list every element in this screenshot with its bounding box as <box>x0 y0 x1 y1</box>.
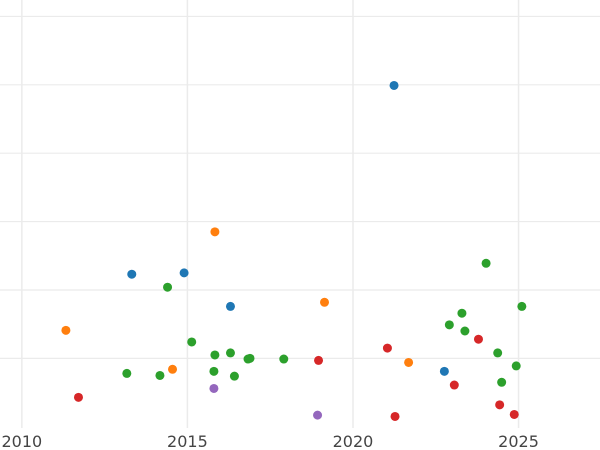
data-point <box>127 269 137 279</box>
data-point <box>457 308 467 318</box>
data-point <box>209 366 219 376</box>
data-point <box>73 392 83 402</box>
data-point <box>517 301 527 311</box>
x-tick-label: 2020 <box>333 432 374 450</box>
data-point <box>210 227 220 237</box>
data-point <box>61 325 71 335</box>
data-point <box>449 380 459 390</box>
data-point <box>382 343 392 353</box>
data-point <box>320 297 330 307</box>
data-point <box>390 411 400 421</box>
data-point <box>225 301 235 311</box>
data-points <box>61 80 527 421</box>
data-point <box>279 354 289 364</box>
data-point <box>168 364 178 374</box>
data-point <box>179 268 189 278</box>
data-point <box>444 320 454 330</box>
data-point <box>389 80 399 90</box>
data-point <box>473 334 483 344</box>
data-point <box>187 337 197 347</box>
data-point <box>163 282 173 292</box>
data-point <box>509 409 519 419</box>
data-point <box>210 350 220 360</box>
data-point <box>209 383 219 393</box>
data-point <box>155 370 165 380</box>
data-point <box>314 355 324 365</box>
data-point <box>439 366 449 376</box>
x-tick-label: 2010 <box>1 432 42 450</box>
gridlines <box>0 0 600 428</box>
x-tick-labels: 2010 2015 2020 2025 <box>1 432 538 450</box>
data-point <box>495 400 505 410</box>
data-point <box>404 357 414 367</box>
data-point <box>245 353 255 363</box>
data-point <box>511 361 521 371</box>
data-point <box>493 348 503 358</box>
data-point <box>497 377 507 387</box>
data-point <box>229 371 239 381</box>
data-point <box>460 326 470 336</box>
data-point <box>481 258 491 268</box>
x-tick-label: 2015 <box>167 432 208 450</box>
x-tick-label: 2025 <box>498 432 539 450</box>
data-point <box>225 348 235 358</box>
data-point <box>313 410 323 420</box>
data-point <box>122 368 132 378</box>
